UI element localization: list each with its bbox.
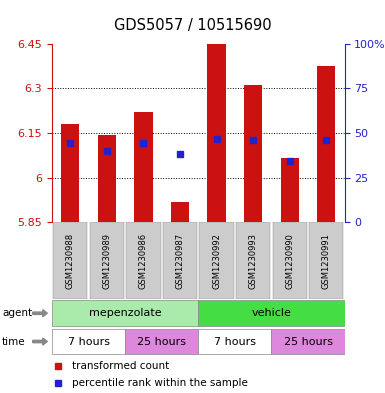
Text: agent: agent (2, 308, 32, 318)
Text: GDS5057 / 10515690: GDS5057 / 10515690 (114, 18, 271, 33)
Text: GSM1230990: GSM1230990 (285, 233, 294, 289)
Bar (273, 222, 307, 299)
Bar (98, 134, 116, 222)
Bar (125, 329, 198, 354)
Bar (53, 222, 87, 299)
Bar (208, 40, 226, 222)
Text: mepenzolate: mepenzolate (89, 308, 161, 318)
Text: GSM1230989: GSM1230989 (102, 233, 111, 289)
Bar (52, 329, 125, 354)
Bar (171, 202, 189, 222)
Text: vehicle: vehicle (251, 308, 291, 318)
Bar (126, 222, 161, 299)
Text: GSM1230987: GSM1230987 (176, 233, 184, 289)
Bar (198, 329, 271, 354)
Bar (52, 301, 198, 326)
Bar (271, 329, 345, 354)
Bar (163, 222, 197, 299)
Bar (90, 222, 124, 299)
Text: percentile rank within the sample: percentile rank within the sample (72, 378, 248, 387)
Text: GSM1230992: GSM1230992 (212, 233, 221, 289)
Text: 7 hours: 7 hours (67, 336, 110, 347)
Text: time: time (2, 336, 25, 347)
Text: 25 hours: 25 hours (137, 336, 186, 347)
Text: GSM1230993: GSM1230993 (249, 233, 258, 289)
Bar (199, 222, 234, 299)
Bar (61, 124, 79, 222)
Text: GSM1230988: GSM1230988 (66, 233, 75, 289)
Bar (236, 222, 270, 299)
Text: 25 hours: 25 hours (283, 336, 333, 347)
Bar (244, 85, 262, 222)
Bar (198, 301, 345, 326)
Text: 7 hours: 7 hours (214, 336, 256, 347)
Bar (317, 66, 335, 222)
Bar (281, 158, 299, 222)
Text: GSM1230991: GSM1230991 (322, 233, 331, 289)
Bar (134, 112, 152, 222)
Text: transformed count: transformed count (72, 361, 170, 371)
Bar (309, 222, 343, 299)
Text: GSM1230986: GSM1230986 (139, 233, 148, 289)
